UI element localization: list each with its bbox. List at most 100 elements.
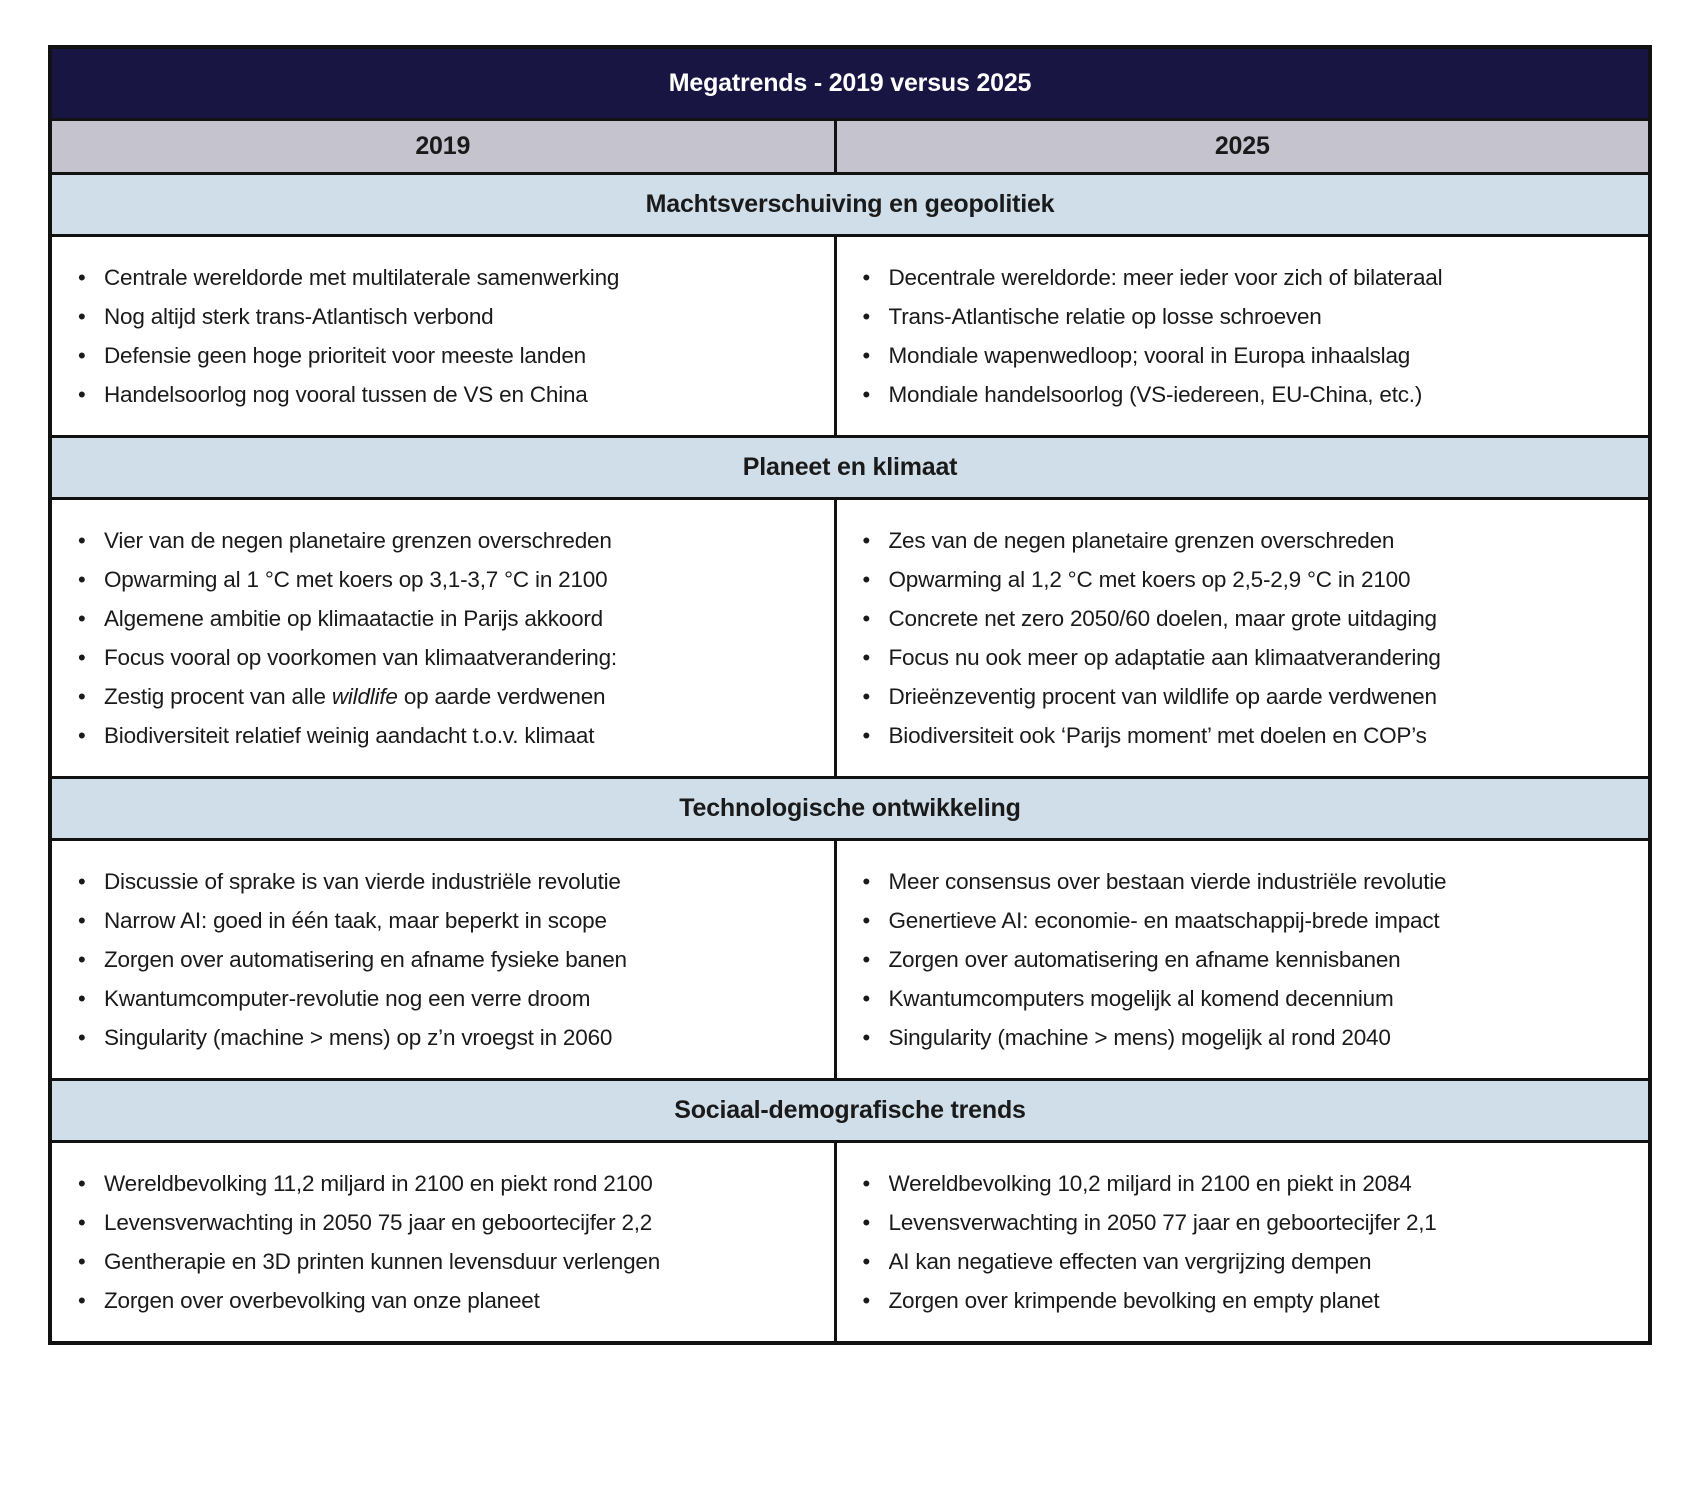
- bullet-text: AI kan negatieve effecten van vergrijzin…: [888, 1248, 1372, 1274]
- bullet-text: Kwantumcomputer-revolutie nog een verre …: [104, 985, 591, 1011]
- bullet-list-right: • Meer consensus over bestaan vierde indu…: [837, 862, 1639, 1057]
- bullet-marker: •: [78, 683, 86, 709]
- bullet-item: • Zorgen over overbevolking van onze plan…: [52, 1281, 824, 1320]
- bullet-marker: •: [78, 1024, 86, 1050]
- bullet-text: Levensverwachting in 2050 77 jaar en geb…: [888, 1209, 1437, 1235]
- bullet-text: Zorgen over automatisering en afname fys…: [104, 946, 627, 972]
- bullet-item: • Concrete net zero 2050/60 doelen, maar …: [837, 599, 1639, 638]
- bullet-text: Decentrale wereldorde: meer ieder voor z…: [888, 264, 1443, 290]
- bullet-text: Trans-Atlantische relatie op losse schro…: [888, 303, 1322, 329]
- bullet-list-right: • Zes van de negen planetaire grenzen ove…: [837, 521, 1639, 755]
- bullet-marker: •: [78, 381, 86, 407]
- bullet-list-right: • Decentrale wereldorde: meer ieder voor …: [837, 258, 1639, 414]
- bullet-marker: •: [78, 342, 86, 368]
- megatrends-table: Megatrends - 2019 versus 2025 2019 2025 …: [48, 45, 1652, 1345]
- bullet-list-left: • Centrale wereldorde met multilaterale s…: [52, 258, 824, 414]
- bullet-marker: •: [78, 1209, 86, 1235]
- bullet-text: Zorgen over overbevolking van onze plane…: [104, 1287, 540, 1313]
- section-content-row: • Wereldbevolking 11,2 miljard in 2100 en…: [48, 1139, 1652, 1344]
- bullet-item: • Trans-Atlantische relatie op losse schr…: [837, 297, 1639, 336]
- content-cell-2019: • Wereldbevolking 11,2 miljard in 2100 en…: [48, 1139, 837, 1344]
- bullet-marker: •: [78, 1287, 86, 1313]
- title-row: Megatrends - 2019 versus 2025: [48, 45, 1652, 121]
- bullet-marker: •: [862, 381, 871, 407]
- bullet-item: • Handelsoorlog nog vooral tussen de VS e…: [52, 375, 824, 414]
- bullet-item: • Centrale wereldorde met multilaterale s…: [52, 258, 824, 297]
- bullet-item: • AI kan negatieve effecten van vergrijzi…: [837, 1242, 1639, 1281]
- bullet-item: • Discussie of sprake is van vierde indus…: [52, 862, 824, 901]
- bullet-item: • Vier van de negen planetaire grenzen ov…: [52, 521, 824, 560]
- bullet-text: Zorgen over automatisering en afname ken…: [888, 946, 1401, 972]
- bullet-item: • Opwarming al 1,2 °C met koers op 2,5-2,…: [837, 560, 1639, 599]
- content-cell-2025: • Wereldbevolking 10,2 miljard in 2100 en…: [833, 1139, 1652, 1344]
- bullet-marker: •: [862, 566, 871, 592]
- bullet-marker: •: [862, 722, 871, 748]
- bullet-marker: •: [78, 605, 86, 631]
- bullet-text: Drieënzeventig procent van wildlife op a…: [888, 683, 1437, 709]
- bullet-marker: •: [862, 527, 871, 553]
- bullet-marker: •: [862, 264, 871, 290]
- bullet-marker: •: [862, 1248, 871, 1274]
- bullet-text: Handelsoorlog nog vooral tussen de VS en…: [104, 381, 588, 407]
- bullet-marker: •: [862, 683, 871, 709]
- bullet-item: • Biodiversiteit ook ‘Parijs moment’ met …: [837, 716, 1639, 755]
- year-header-row: 2019 2025: [48, 117, 1652, 175]
- bullet-item: • Levensverwachting in 2050 77 jaar en ge…: [837, 1203, 1639, 1242]
- bullet-marker: •: [862, 1024, 871, 1050]
- bullet-text: Meer consensus over bestaan vierde indus…: [888, 868, 1447, 894]
- bullet-text: Biodiversiteit ook ‘Parijs moment’ met d…: [888, 722, 1427, 748]
- bullet-marker: •: [78, 985, 86, 1011]
- bullet-text: Singularity (machine > mens) op z’n vroe…: [104, 1024, 613, 1050]
- bullet-item: • Drieënzeventig procent van wildlife op …: [837, 677, 1639, 716]
- bullet-item: • Algemene ambitie op klimaatactie in Par…: [52, 599, 824, 638]
- bullet-text: Opwarming al 1 °C met koers op 3,1-3,7 °…: [104, 566, 608, 592]
- bullet-marker: •: [78, 303, 86, 329]
- section-content-row: • Vier van de negen planetaire grenzen ov…: [48, 496, 1652, 779]
- bullet-item: • Wereldbevolking 11,2 miljard in 2100 en…: [52, 1164, 824, 1203]
- bullet-item: • Levensverwachting in 2050 75 jaar en ge…: [52, 1203, 824, 1242]
- bullet-item: • Zes van de negen planetaire grenzen ove…: [837, 521, 1639, 560]
- bullet-marker: •: [78, 907, 86, 933]
- bullet-item: • Mondiale wapenwedloop; vooral in Europa…: [837, 336, 1639, 375]
- section-content-row: • Centrale wereldorde met multilaterale s…: [48, 233, 1652, 438]
- bullet-text: Zestig procent van alle wildlife op aard…: [104, 683, 606, 709]
- bullet-text: Centrale wereldorde met multilaterale sa…: [104, 264, 620, 290]
- bullet-marker: •: [862, 303, 871, 329]
- bullet-item: • Opwarming al 1 °C met koers op 3,1-3,7 …: [52, 560, 824, 599]
- bullet-item: • Gentherapie en 3D printen kunnen levens…: [52, 1242, 824, 1281]
- bullet-item: • Nog altijd sterk trans-Atlantisch verbo…: [52, 297, 824, 336]
- section-header: Machtsverschuiving en geopolitiek: [48, 171, 1652, 237]
- bullet-list-left: • Discussie of sprake is van vierde indus…: [52, 862, 824, 1057]
- table-body: Megatrends - 2019 versus 2025 2019 2025 …: [48, 45, 1652, 1344]
- bullet-item: • Narrow AI: goed in één taak, maar beper…: [52, 901, 824, 940]
- bullet-marker: •: [78, 264, 86, 290]
- bullet-text: Biodiversiteit relatief weinig aandacht …: [104, 722, 595, 748]
- bullet-text: Narrow AI: goed in één taak, maar beperk…: [104, 907, 607, 933]
- bullet-text: Wereldbevolking 11,2 miljard in 2100 en …: [104, 1170, 653, 1196]
- bullet-item: • Zorgen over automatisering en afname ke…: [837, 940, 1639, 979]
- bullet-text: Focus nu ook meer op adaptatie aan klima…: [888, 644, 1441, 670]
- bullet-item: • Zestig procent van alle wildlife op aar…: [52, 677, 824, 716]
- bullet-text: Mondiale wapenwedloop; vooral in Europa …: [888, 342, 1411, 368]
- bullet-item: • Mondiale handelsoorlog (VS-iedereen, EU…: [837, 375, 1639, 414]
- bullet-item: • Defensie geen hoge prioriteit voor mees…: [52, 336, 824, 375]
- bullet-text: Gentherapie en 3D printen kunnen levensd…: [104, 1248, 661, 1274]
- bullet-text: Focus vooral op voorkomen van klimaatver…: [104, 644, 617, 670]
- bullet-text: Opwarming al 1,2 °C met koers op 2,5-2,9…: [888, 566, 1411, 592]
- bullet-text: Defensie geen hoge prioriteit voor meest…: [104, 342, 586, 368]
- bullet-marker: •: [78, 566, 86, 592]
- bullet-marker: •: [862, 342, 871, 368]
- bullet-marker: •: [862, 1170, 871, 1196]
- bullet-text: Vier van de negen planetaire grenzen ove…: [104, 527, 612, 553]
- bullet-item: • Zorgen over automatisering en afname fy…: [52, 940, 824, 979]
- bullet-item: • Kwantumcomputers mogelijk al komend dec…: [837, 979, 1639, 1018]
- section-header: Technologische ontwikkeling: [48, 775, 1652, 841]
- content-cell-2025: • Meer consensus over bestaan vierde indu…: [833, 837, 1652, 1081]
- bullet-marker: •: [862, 907, 871, 933]
- bullet-list-left: • Wereldbevolking 11,2 miljard in 2100 en…: [52, 1164, 824, 1320]
- section-content-row: • Discussie of sprake is van vierde indus…: [48, 837, 1652, 1081]
- section-header-row: Sociaal-demografische trends: [48, 1077, 1652, 1143]
- bullet-text: Discussie of sprake is van vierde indust…: [104, 868, 621, 894]
- bullet-item: • Focus vooral op voorkomen van klimaatve…: [52, 638, 824, 677]
